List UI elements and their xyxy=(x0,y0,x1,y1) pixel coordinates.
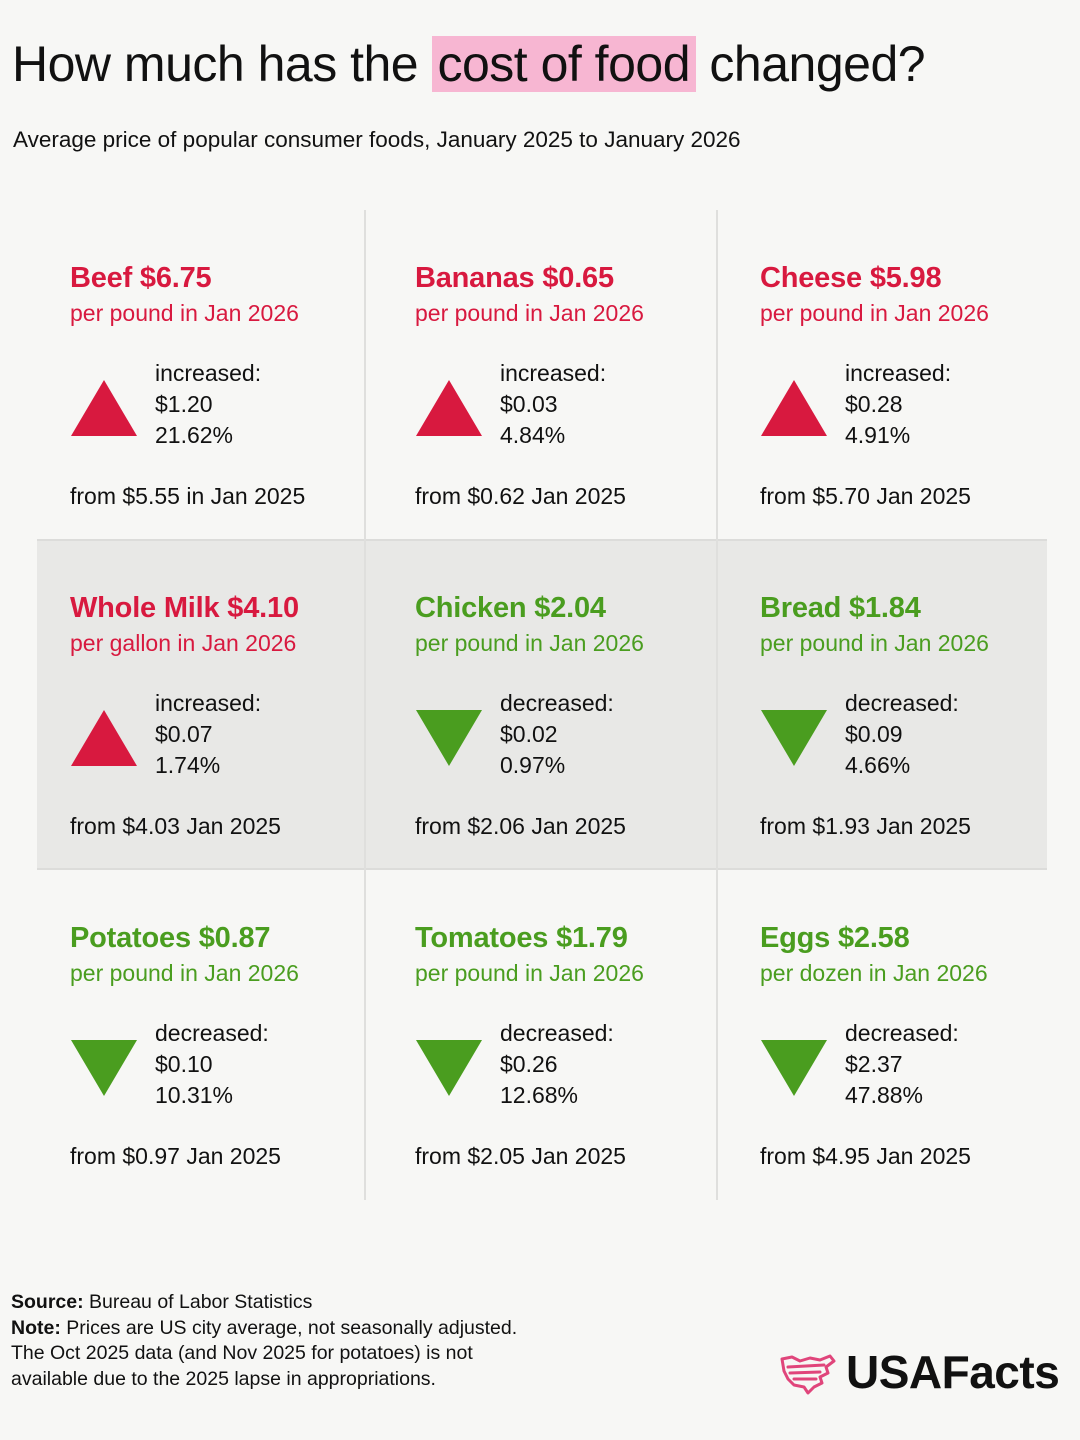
logo-wordmark: USAFacts xyxy=(846,1346,1060,1398)
food-heading: Bread $1.84 xyxy=(760,592,921,624)
change-amount: $0.10 xyxy=(155,1051,213,1077)
food-heading: Cheese $5.98 xyxy=(760,262,942,294)
down-triangle-icon xyxy=(71,1040,137,1096)
change-amount: $0.03 xyxy=(500,391,558,417)
change-percent: 4.66% xyxy=(845,752,911,778)
page-subtitle: Average price of popular consumer foods,… xyxy=(13,127,741,152)
note-line-2: The Oct 2025 data (and Nov 2025 for pota… xyxy=(11,1342,473,1365)
food-heading: Potatoes $0.87 xyxy=(70,922,271,954)
change-percent: 21.62% xyxy=(155,422,234,448)
change-amount: $0.07 xyxy=(155,721,213,747)
change-direction-label: decreased: xyxy=(500,1020,614,1046)
food-unit: per pound in Jan 2026 xyxy=(415,960,644,986)
change-percent: 4.84% xyxy=(500,422,566,448)
food-unit: per pound in Jan 2026 xyxy=(415,630,644,656)
food-unit: per pound in Jan 2026 xyxy=(415,300,644,326)
source-text: Bureau of Labor Statistics xyxy=(83,1291,313,1313)
food-heading: Chicken $2.04 xyxy=(415,592,606,624)
change-percent: 12.68% xyxy=(500,1082,579,1108)
title-end: changed? xyxy=(709,36,926,92)
change-direction-label: increased: xyxy=(155,360,262,386)
change-amount: $0.26 xyxy=(500,1051,558,1077)
food-cell: Potatoes $0.87 per pound in Jan 2026 decre… xyxy=(37,870,367,1200)
change-direction-label: decreased: xyxy=(845,690,959,716)
source-line: Source: Bureau of Labor Statistics xyxy=(11,1290,517,1316)
up-triangle-icon xyxy=(761,380,827,436)
change-percent: 10.31% xyxy=(155,1082,234,1108)
food-unit: per pound in Jan 2026 xyxy=(70,960,299,986)
change-percent: 0.97% xyxy=(500,752,566,778)
food-heading: Bananas $0.65 xyxy=(415,262,614,294)
change-amount: $1.20 xyxy=(155,391,213,417)
food-heading: Eggs $2.58 xyxy=(760,922,910,954)
change-percent: 4.91% xyxy=(845,422,911,448)
food-cell: Eggs $2.58 per dozen in Jan 2026 decreased… xyxy=(727,870,1057,1200)
change-direction-label: decreased: xyxy=(155,1020,269,1046)
food-heading: Whole Milk $4.10 xyxy=(70,592,299,624)
previous-price: from $5.55 in Jan 2025 xyxy=(70,483,306,509)
food-cell: Cheese $5.98 per pound in Jan 2026 increas… xyxy=(727,210,1057,540)
usa-flag-map-icon xyxy=(780,1354,836,1395)
change-amount: $0.09 xyxy=(845,721,903,747)
food-heading: Tomatoes $1.79 xyxy=(415,922,628,954)
food-cell: Chicken $2.04 per pound in Jan 2026 decrea… xyxy=(382,540,712,870)
note-text: Prices are US city average, not seasonal… xyxy=(60,1316,518,1339)
source-label: Source: xyxy=(11,1291,84,1313)
up-triangle-icon xyxy=(71,380,137,436)
grid-divider xyxy=(364,210,366,1200)
title-highlight: cost of food xyxy=(431,36,696,92)
food-heading: Beef $6.75 xyxy=(70,262,212,294)
up-triangle-icon xyxy=(71,710,137,766)
change-direction-label: increased: xyxy=(845,360,952,386)
down-triangle-icon xyxy=(416,1040,482,1096)
food-unit: per pound in Jan 2026 xyxy=(760,630,989,656)
change-percent: 1.74% xyxy=(155,752,221,778)
title-start: How much has the xyxy=(12,36,419,92)
food-cell: Beef $6.75 per pound in Jan 2026 increased… xyxy=(37,210,367,540)
note-label: Note: xyxy=(11,1316,61,1339)
previous-price: from $1.93 Jan 2025 xyxy=(760,813,971,839)
food-unit: per pound in Jan 2026 xyxy=(760,300,989,326)
food-unit: per pound in Jan 2026 xyxy=(70,300,299,326)
food-price-grid: Beef $6.75 per pound in Jan 2026 increased… xyxy=(37,210,1047,1200)
food-unit: per gallon in Jan 2026 xyxy=(70,630,297,656)
up-triangle-icon xyxy=(416,380,482,436)
change-direction-label: increased: xyxy=(500,360,607,386)
previous-price: from $2.05 Jan 2025 xyxy=(415,1143,626,1169)
change-amount: $2.37 xyxy=(845,1051,903,1077)
food-unit: per dozen in Jan 2026 xyxy=(760,960,988,986)
down-triangle-icon xyxy=(416,710,482,766)
middle-row-band xyxy=(37,539,1047,870)
change-direction-label: increased: xyxy=(155,690,262,716)
change-direction-label: decreased: xyxy=(500,690,614,716)
previous-price: from $0.97 Jan 2025 xyxy=(70,1143,281,1169)
change-direction-label: decreased: xyxy=(845,1020,959,1046)
page-title: How much has the cost of food changed? xyxy=(12,32,926,97)
down-triangle-icon xyxy=(761,710,827,766)
change-amount: $0.28 xyxy=(845,391,903,417)
note-line-3: available due to the 2025 lapse in appro… xyxy=(11,1368,436,1391)
footer-notes: Source: Bureau of Labor Statistics Note:… xyxy=(11,1290,517,1393)
change-percent: 47.88% xyxy=(845,1082,924,1108)
usafacts-logo: USAFacts xyxy=(778,1345,1078,1401)
food-cell: Whole Milk $4.10 per gallon in Jan 2026 in… xyxy=(37,540,367,870)
down-triangle-icon xyxy=(761,1040,827,1096)
note-line: Note: Prices are US city average, not se… xyxy=(11,1316,517,1342)
previous-price: from $0.62 Jan 2025 xyxy=(415,483,626,509)
food-cell: Bananas $0.65 per pound in Jan 2026 increa… xyxy=(382,210,712,540)
food-cell: Tomatoes $1.79 per pound in Jan 2026 decre… xyxy=(382,870,712,1200)
previous-price: from $4.95 Jan 2025 xyxy=(760,1143,971,1169)
change-amount: $0.02 xyxy=(500,721,558,747)
previous-price: from $4.03 Jan 2025 xyxy=(70,813,281,839)
previous-price: from $5.70 Jan 2025 xyxy=(760,483,971,509)
food-cell: Bread $1.84 per pound in Jan 2026 decrease… xyxy=(727,540,1057,870)
grid-divider xyxy=(716,210,718,1200)
previous-price: from $2.06 Jan 2025 xyxy=(415,813,626,839)
